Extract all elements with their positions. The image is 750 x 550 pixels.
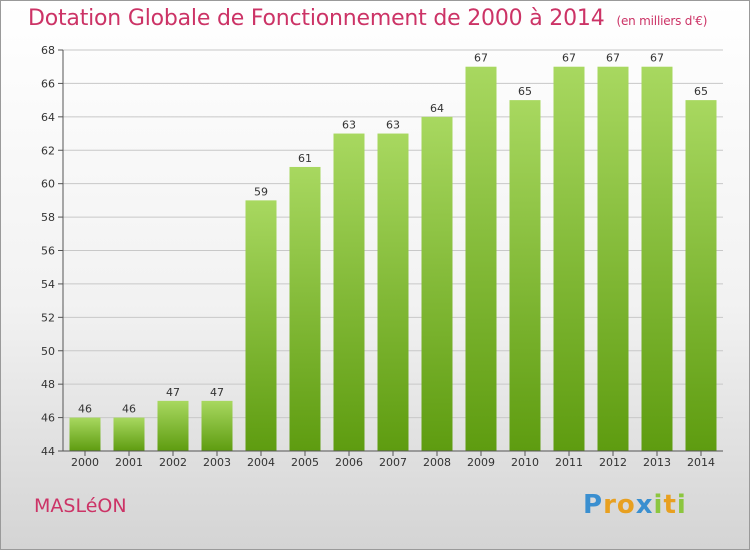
bar: [69, 417, 101, 451]
x-tick-label: 2009: [467, 456, 495, 469]
logo-letter: x: [635, 490, 654, 520]
bar-value-label: 65: [694, 85, 708, 98]
bar: [553, 66, 585, 451]
bar-value-label: 67: [606, 52, 620, 65]
x-tick-label: 2004: [247, 456, 275, 469]
x-tick-label: 2006: [335, 456, 363, 469]
y-tick-label: 60: [41, 178, 55, 191]
bar: [201, 400, 233, 451]
x-tick-label: 2010: [511, 456, 539, 469]
y-tick-label: 46: [41, 412, 55, 425]
bar-value-label: 61: [298, 152, 312, 165]
x-tick-label: 2002: [159, 456, 187, 469]
bar: [113, 417, 145, 451]
x-tick-label: 2013: [643, 456, 671, 469]
axes: 44 46 48 50 52 54 56 58 60 62 64 66 68 2000 2001 2002 20…: [41, 44, 723, 469]
bar: [597, 66, 629, 451]
chart-title: Dotation Globale de Fonctionnement de 20…: [28, 6, 707, 31]
y-tick-label: 52: [41, 311, 55, 324]
bar-value-label: 64: [430, 102, 444, 115]
x-tick-label: 2014: [687, 456, 715, 469]
y-tick-label: 50: [41, 345, 55, 358]
chart-title-text: Dotation Globale de Fonctionnement de 20…: [28, 6, 605, 31]
bar: [289, 166, 321, 452]
bar-value-label: 67: [562, 52, 576, 65]
bar-value-label: 63: [386, 119, 400, 132]
x-tick-label: 2003: [203, 456, 231, 469]
y-tick-label: 64: [41, 111, 55, 124]
y-tick-label: 66: [41, 77, 55, 90]
bar-value-label: 67: [474, 52, 488, 65]
bar-value-label: 63: [342, 119, 356, 132]
y-tick-label: 48: [41, 378, 55, 391]
y-tick-label: 56: [41, 245, 55, 258]
logo-letter: i: [676, 490, 687, 520]
bar-value-label: 47: [166, 386, 180, 399]
x-tick-label: 2012: [599, 456, 627, 469]
bar: [333, 133, 365, 451]
bar-value-label: 47: [210, 386, 224, 399]
bar: [377, 133, 409, 451]
bar-value-label: 65: [518, 85, 532, 98]
y-tick-label: 58: [41, 211, 55, 224]
y-tick-label: 68: [41, 44, 55, 57]
bar-value-label: 67: [650, 52, 664, 65]
x-tick-label: 2007: [379, 456, 407, 469]
chart-unit-label: (en milliers d'€): [616, 14, 708, 28]
y-tick-label: 54: [41, 278, 55, 291]
y-tick-label: 44: [41, 445, 55, 458]
bar: [685, 100, 717, 451]
proxiti-logo: Proxiti: [583, 490, 687, 520]
x-tick-label: 2011: [555, 456, 583, 469]
logo-letter: o: [616, 490, 636, 520]
logo-letter: i: [653, 490, 664, 520]
x-tick-label: 2000: [71, 456, 99, 469]
bar: [641, 66, 673, 451]
bar: [509, 100, 541, 451]
bars: 46 46 47 47 59 61 63 63 64 67 65 67 67 67 65: [69, 52, 717, 452]
bar-value-label: 59: [254, 185, 268, 198]
x-tick-label: 2005: [291, 456, 319, 469]
x-tick-label: 2001: [115, 456, 143, 469]
bar: [465, 66, 497, 451]
logo-letter: P: [583, 490, 604, 520]
town-name: MASLéON: [34, 495, 127, 517]
logo-letter: r: [603, 490, 617, 520]
logo-letter: t: [663, 490, 677, 520]
bar-value-label: 46: [122, 403, 136, 416]
bar: [245, 200, 277, 451]
bar-value-label: 46: [78, 403, 92, 416]
bar: [157, 400, 189, 451]
y-tick-label: 62: [41, 144, 55, 157]
x-tick-label: 2008: [423, 456, 451, 469]
bar: [421, 116, 453, 451]
